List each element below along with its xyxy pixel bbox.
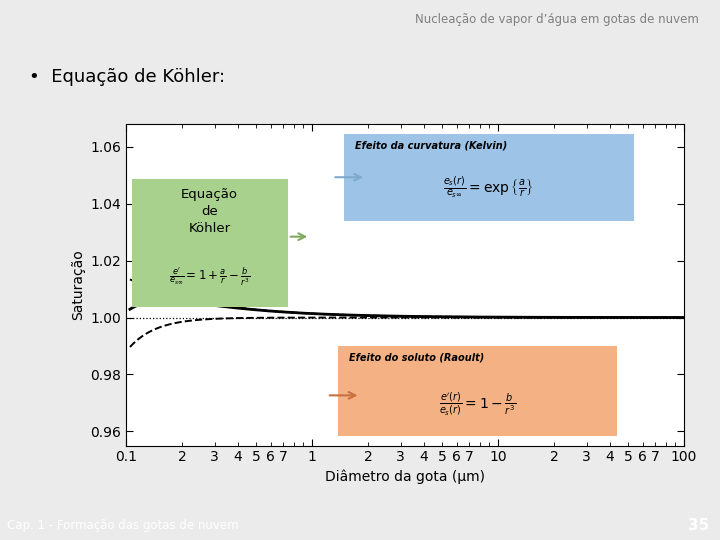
FancyBboxPatch shape — [132, 179, 288, 307]
Text: $\frac{e_s(r)}{e_{s\infty}} = \exp\left\{\frac{a}{r}\right\}$: $\frac{e_s(r)}{e_{s\infty}} = \exp\left\… — [444, 175, 534, 200]
Text: •  Equação de Köhler:: • Equação de Köhler: — [29, 68, 225, 85]
Text: Nucleação de vapor d’água em gotas de nuvem: Nucleação de vapor d’água em gotas de nu… — [415, 14, 698, 26]
Text: Efeito da curvatura (Kelvin): Efeito da curvatura (Kelvin) — [355, 140, 507, 150]
Text: Cap. 1 - Formação das gotas de nuvem: Cap. 1 - Formação das gotas de nuvem — [7, 518, 239, 532]
Text: $\frac{e'(r)}{e_s(r)} = 1 - \frac{b}{r^3}$: $\frac{e'(r)}{e_s(r)} = 1 - \frac{b}{r^3… — [439, 391, 516, 418]
Text: $\frac{e'}{e_{s\infty}} = 1 + \frac{a}{r} - \frac{b}{r^3}$: $\frac{e'}{e_{s\infty}} = 1 + \frac{a}{r… — [169, 265, 251, 288]
Text: 35: 35 — [688, 518, 709, 532]
Y-axis label: Saturação: Saturação — [71, 249, 85, 320]
Text: Equação
de
Köhler: Equação de Köhler — [181, 188, 238, 235]
Text: Efeito do soluto (Raoult): Efeito do soluto (Raoult) — [349, 352, 485, 362]
FancyBboxPatch shape — [343, 134, 634, 221]
X-axis label: Diâmetro da gota (μm): Diâmetro da gota (μm) — [325, 470, 485, 484]
FancyBboxPatch shape — [338, 346, 617, 436]
